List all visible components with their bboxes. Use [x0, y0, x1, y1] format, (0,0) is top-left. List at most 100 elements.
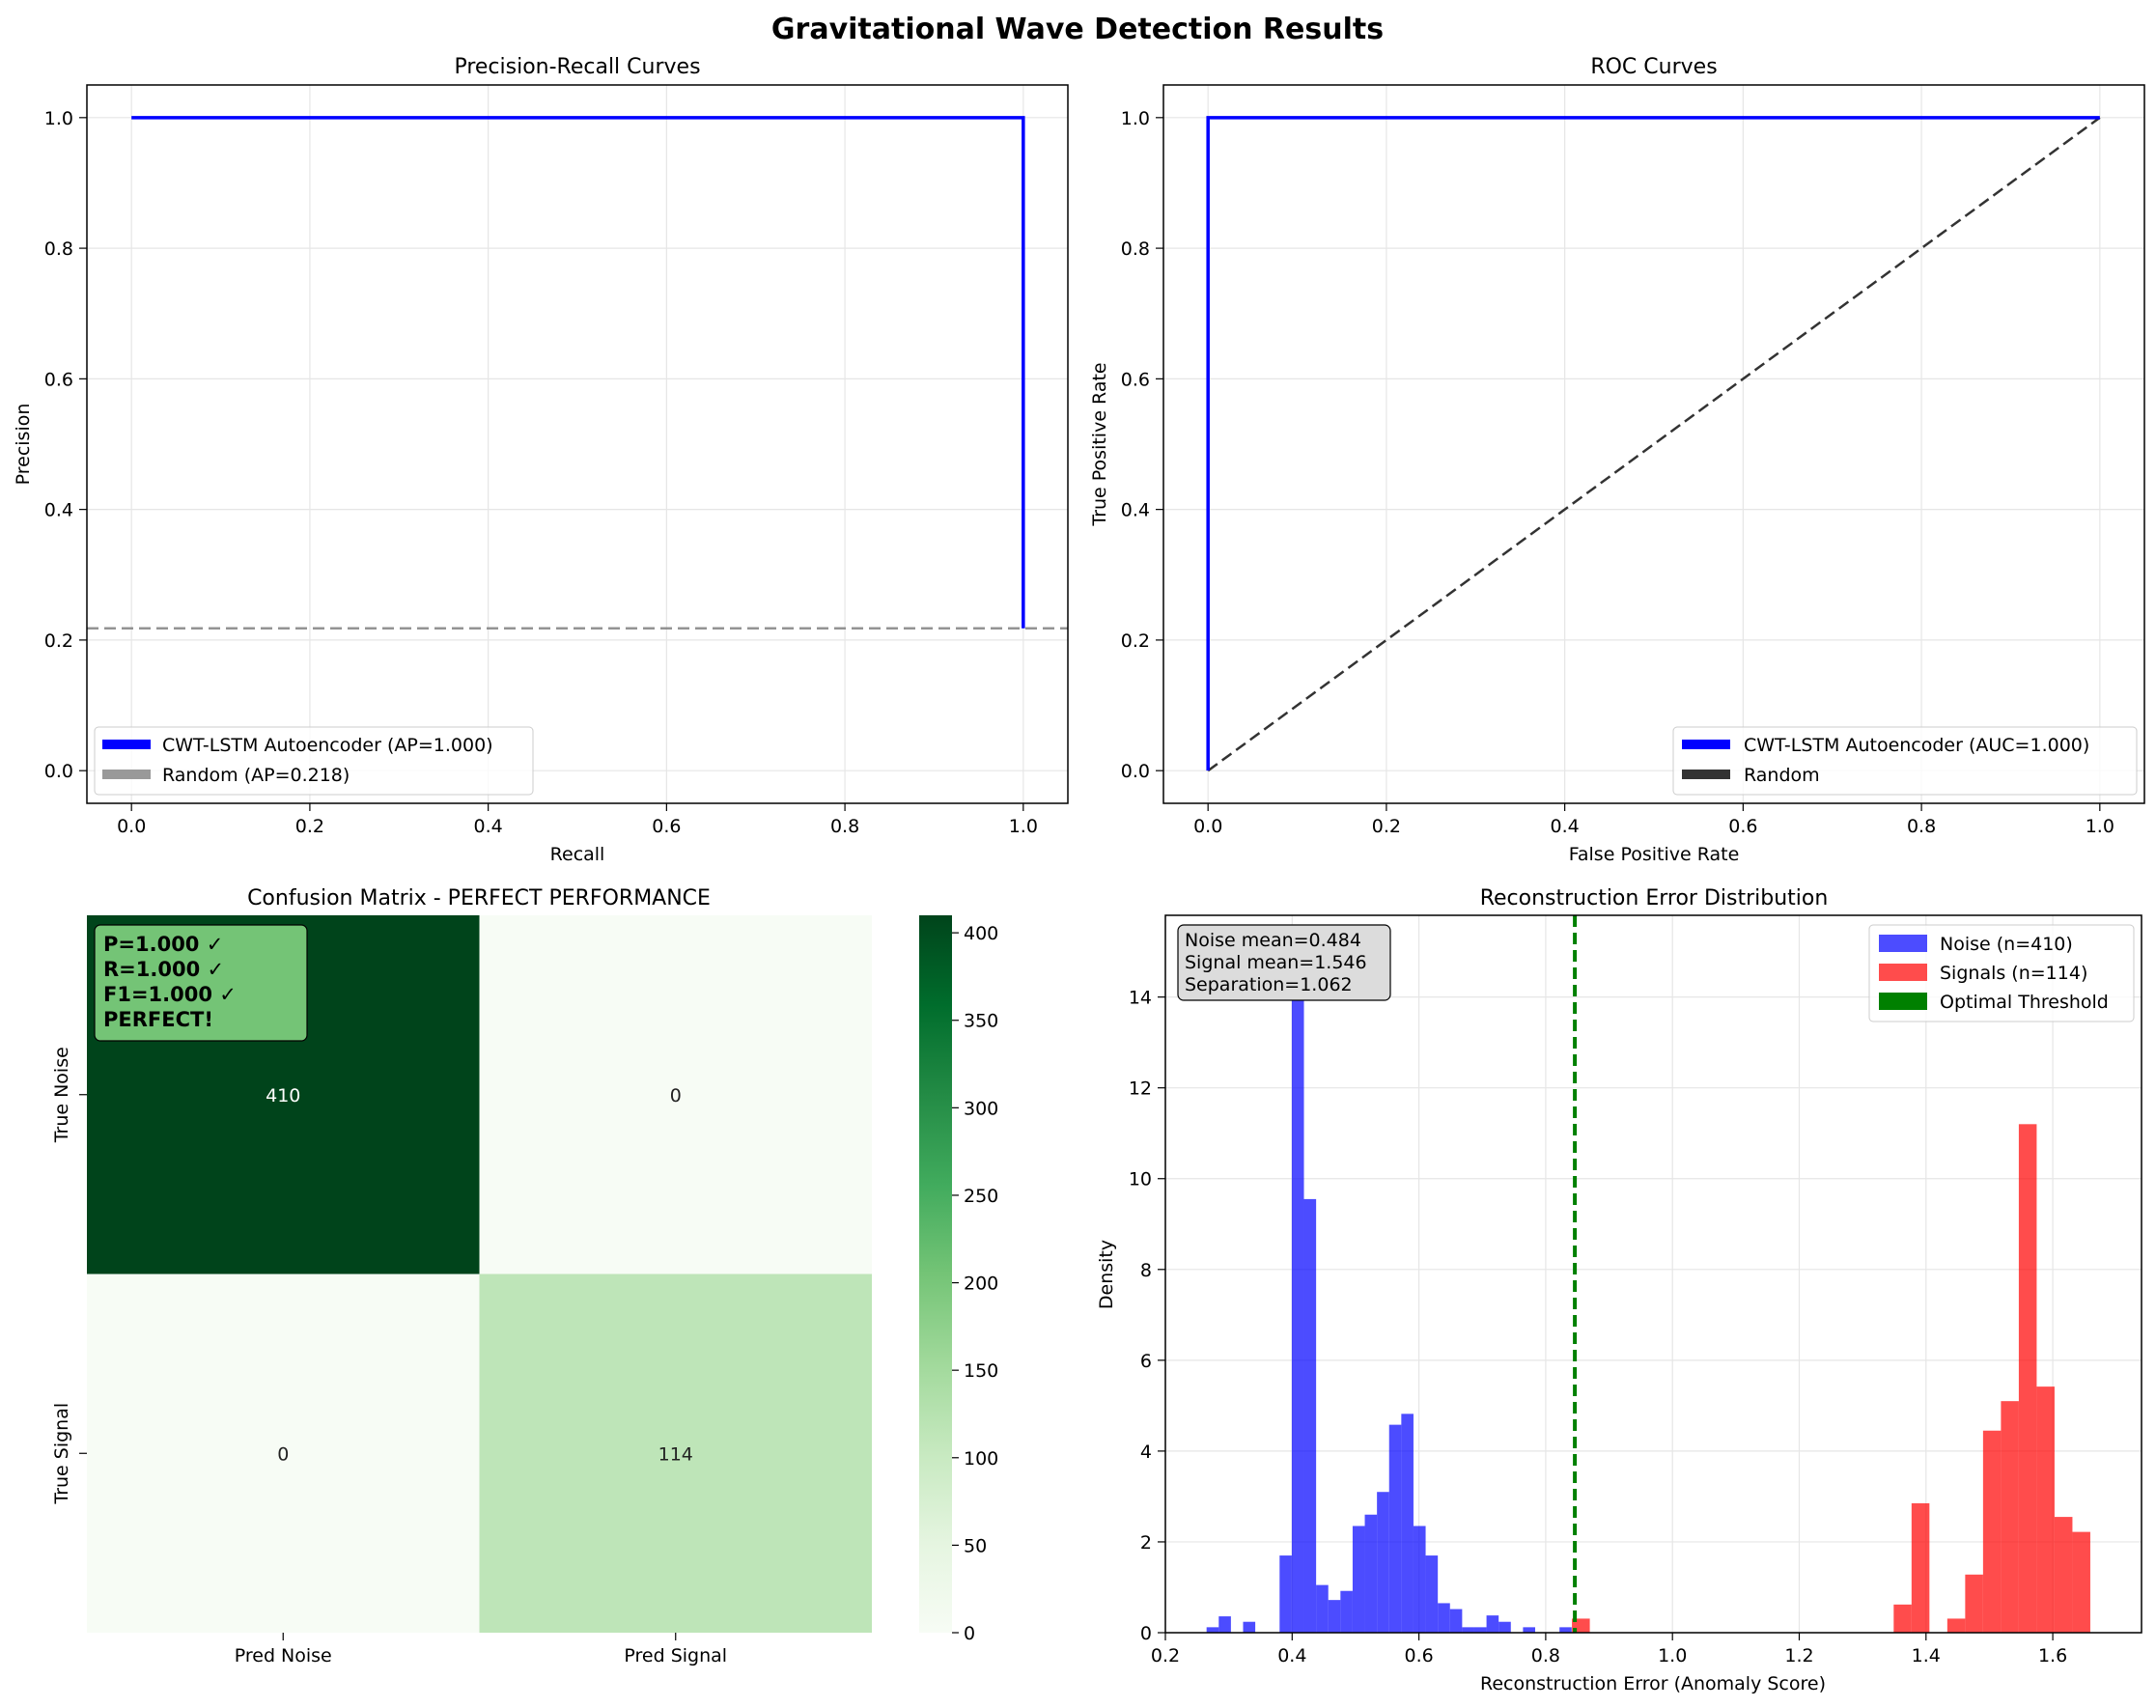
cm-title: Confusion Matrix - PERFECT PERFORMANCE	[247, 886, 711, 910]
hist-legend-label-signals: Signals (n=114)	[1940, 963, 2087, 984]
hist-legend-swatch-signals	[1879, 964, 1927, 981]
hist-panel: Reconstruction Error Distribution 0.2 0.4…	[1096, 886, 2142, 1694]
cm-col-label: Pred Noise	[235, 1645, 332, 1666]
hist-legend-swatch-noise	[1879, 935, 1927, 952]
cm-colorbar-tick-label: 200	[964, 1274, 998, 1295]
pr-marks	[87, 116, 1068, 630]
pr-ytick-label: 0.2	[44, 630, 73, 652]
roc-panel: ROC Curves 0.0 0.2 0.4 0.6 0.8 1.00.00.20.40.…	[1089, 55, 2145, 865]
hist-bar-noise	[1462, 1627, 1474, 1633]
roc-title: ROC Curves	[1590, 55, 1717, 79]
hist-xtick-label: 0.8	[1531, 1645, 1560, 1666]
pr-ytick-label: 0.0	[44, 761, 73, 782]
pr-panel: Precision-Recall Curves 0.0 0.2 0.4 0.6 0.8 1…	[13, 55, 1069, 865]
pr-ytick-label: 0.4	[44, 500, 73, 521]
cm-colorbar-tick-label: 150	[964, 1360, 998, 1382]
cm-colorbar-tick-label: 100	[964, 1448, 998, 1470]
pr-xtick-label: 0.4	[474, 816, 503, 837]
hist-bar-signal	[2001, 1401, 2019, 1633]
pr-legend: CWT-LSTM Autoencoder (AP=1.000) Random (…	[94, 726, 534, 796]
roc-legend-swatch-model	[1682, 740, 1730, 749]
hist-stats-line-1: Noise mean=0.484	[1185, 930, 1361, 951]
roc-ytick-label: 0.8	[1121, 238, 1150, 260]
pr-ylabel: Precision	[13, 404, 34, 486]
pr-legend-label-random: Random (AP=0.218)	[162, 765, 350, 786]
cm-row-label: True Signal	[51, 1403, 72, 1505]
cm-cell-value: 0	[670, 1085, 682, 1106]
hist-ytick-label: 14	[1129, 988, 1152, 1009]
cm-cell-value: 0	[277, 1443, 289, 1465]
hist-bar-signal	[2018, 1124, 2037, 1633]
pr-legend-swatch-random	[102, 770, 151, 779]
hist-bar-noise	[1388, 1424, 1402, 1633]
hist-xtick-label: 1.4	[1912, 1645, 1941, 1666]
roc-xtick-label: 1.0	[2086, 816, 2114, 837]
hist-bar-noise	[1425, 1555, 1439, 1633]
cm-colorbar-tick-label: 300	[964, 1098, 998, 1119]
pr-legend-box	[94, 726, 534, 796]
cm-colorbar-ticks: 0 50 100 150 200 250 300 350 400	[952, 923, 998, 1644]
roc-xtick-label: 0.0	[1193, 816, 1222, 837]
hist-ylabel: Density	[1096, 1240, 1117, 1309]
cm-annotation: P=1.000 ✓ R=1.000 ✓ F1=1.000 ✓ PERFECT!	[94, 924, 308, 1042]
hist-stats-bg	[1177, 924, 1391, 1001]
hist-legend-label-noise: Noise (n=410)	[1940, 934, 2073, 955]
roc-ticks: 0.0 0.2 0.4 0.6 0.8 1.0 0.0 0.2 0.4 0.6 0.8 1.0	[1121, 108, 2114, 837]
pr-xtick-label: 1.0	[1009, 816, 1038, 837]
hist-bar-noise	[1303, 1198, 1317, 1633]
cm-colorbar-tick-label: 0	[964, 1623, 975, 1644]
hist-title: Reconstruction Error Distribution	[1480, 886, 1829, 910]
roc-legend: CWT-LSTM Autoencoder (AUC=1.000) Random	[1672, 726, 2138, 796]
pr-xtick-label: 0.8	[830, 816, 859, 837]
roc-ytick-label: 0.2	[1121, 630, 1150, 652]
hist-bar-noise	[1243, 1621, 1256, 1633]
hist-bar-signal	[1893, 1604, 1912, 1633]
roc-legend-label-random: Random	[1744, 765, 1820, 786]
hist-bar-noise	[1486, 1615, 1499, 1633]
cm-colorbar-tick-label: 250	[964, 1186, 998, 1207]
hist-bar-noise	[1291, 946, 1304, 1633]
pr-xtick-label: 0.0	[117, 816, 146, 837]
hist-bar-noise	[1473, 1627, 1487, 1633]
hist-bar-noise	[1316, 1584, 1329, 1633]
pr-ytick-label: 1.0	[44, 108, 73, 129]
hist-bar-noise	[1206, 1627, 1219, 1633]
hist-xtick-label: 0.2	[1151, 1645, 1180, 1666]
cm-colorbar-tick-label: 400	[964, 923, 998, 944]
roc-ytick-label: 0.4	[1121, 500, 1150, 521]
hist-stats-line-2: Signal mean=1.546	[1185, 952, 1367, 973]
roc-legend-label-model: CWT-LSTM Autoencoder (AUC=1.000)	[1744, 735, 2089, 756]
hist-ticks: 0.2 0.4 0.6 0.8 1.0 1.2 1.4 1.6 0 2 4 6 8 10 12 14	[1129, 988, 2067, 1666]
hist-bar-signal	[1911, 1502, 1930, 1633]
hist-xtick-label: 1.0	[1658, 1645, 1687, 1666]
hist-bar-signal	[1965, 1574, 1983, 1633]
hist-xtick-label: 0.4	[1277, 1645, 1306, 1666]
roc-legend-swatch-random	[1682, 770, 1730, 779]
roc-ytick-label: 0.6	[1121, 369, 1150, 390]
hist-bar-noise	[1279, 1555, 1292, 1633]
roc-ylabel: True Positive Rate	[1089, 362, 1110, 526]
hist-bars	[1206, 946, 2090, 1633]
cm-colorbar-tick-label: 50	[964, 1535, 987, 1556]
roc-xtick-label: 0.2	[1372, 816, 1401, 837]
hist-ytick-label: 10	[1129, 1169, 1152, 1190]
hist-bar-noise	[1377, 1492, 1389, 1633]
hist-bar-noise	[1413, 1526, 1426, 1633]
hist-legend-label-threshold: Optimal Threshold	[1940, 992, 2109, 1013]
cm-colorbar-tick-label: 350	[964, 1011, 998, 1032]
hist-ytick-label: 2	[1140, 1532, 1152, 1554]
hist-ytick-label: 12	[1129, 1078, 1152, 1100]
hist-xtick-label: 0.6	[1404, 1645, 1433, 1666]
hist-xlabel: Reconstruction Error (Anomaly Score)	[1480, 1673, 1826, 1694]
hist-bar-noise	[1352, 1526, 1365, 1633]
pr-frame	[86, 84, 1069, 804]
hist-frame	[1164, 914, 2142, 1634]
hist-bar-noise	[1340, 1590, 1353, 1633]
hist-ytick-label: 6	[1140, 1351, 1152, 1372]
pr-xtick-label: 0.6	[652, 816, 681, 837]
cm-cell-value: 114	[658, 1443, 693, 1465]
hist-bar-noise	[1328, 1600, 1341, 1633]
hist-bar-noise	[1401, 1414, 1414, 1633]
hist-bar-noise	[1218, 1616, 1231, 1633]
